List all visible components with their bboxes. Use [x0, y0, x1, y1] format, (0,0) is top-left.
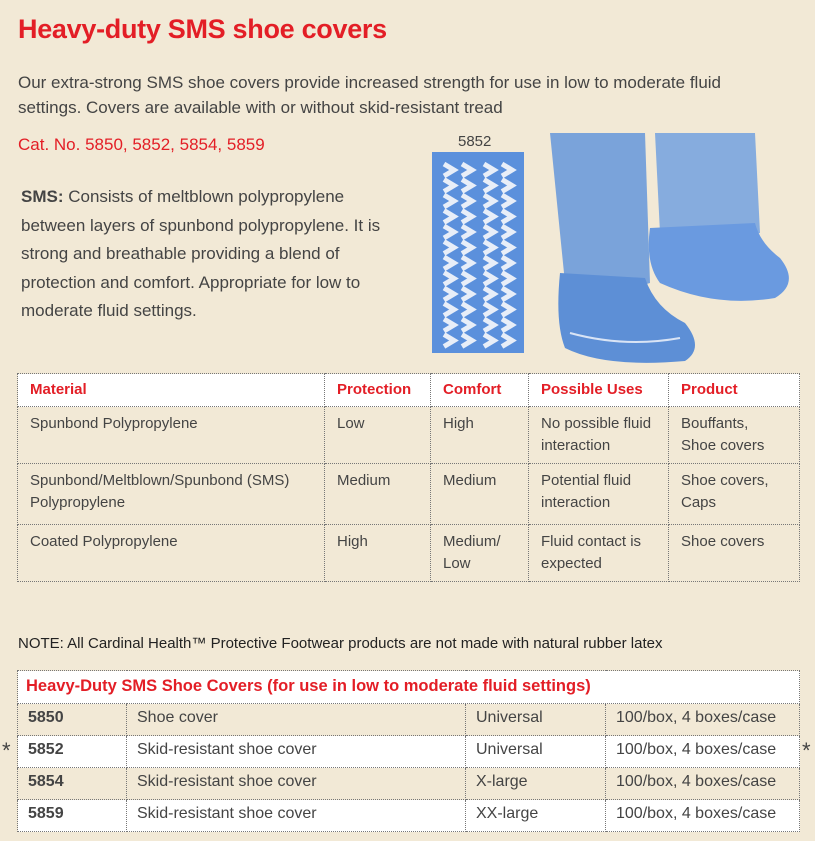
- tread-chevron: [442, 208, 517, 225]
- description: Shoe cover: [126, 703, 466, 736]
- featured-marker-right: *: [802, 738, 811, 763]
- tread-chevron: [442, 254, 517, 272]
- table-row: Spunbond/Meltblown/Spunbond (SMS) Polypr…: [17, 463, 800, 525]
- cell: Fluid contact is expected: [528, 524, 669, 582]
- page-title: Heavy-duty SMS shoe covers: [18, 14, 387, 44]
- cell: Coated Polypropylene: [17, 524, 325, 582]
- cell: Medium: [430, 463, 529, 525]
- header-possible-uses: Possible Uses: [528, 373, 669, 407]
- packaging: 100/box, 4 boxes/case: [605, 767, 800, 800]
- description: Skid-resistant shoe cover: [126, 799, 466, 832]
- intro-text: Our extra-strong SMS shoe covers provide…: [18, 73, 722, 117]
- tread-chevron: [442, 239, 517, 256]
- cell: Low: [324, 406, 431, 464]
- featured-marker-left: *: [2, 738, 11, 763]
- size: Universal: [465, 735, 606, 768]
- header-product: Product: [668, 373, 800, 407]
- tread-chevron: [442, 285, 517, 303]
- table-row: Spunbond Polypropylene Low High No possible…: [17, 406, 800, 464]
- product-row: 5850 Shoe cover Universal 100/box, 4 boxes/…: [17, 703, 800, 736]
- cell: Shoe covers: [668, 524, 800, 582]
- product-table-heading-row: Heavy-Duty SMS Shoe Covers (for use in l…: [17, 670, 800, 704]
- cell: Bouffants, Shoe covers: [668, 406, 800, 464]
- tread-chevron: [442, 223, 517, 241]
- table-header-row: Material Protection Comfort Possible Use…: [17, 373, 800, 407]
- product-row: 5852 Skid-resistant shoe cover Universal 10…: [17, 735, 800, 768]
- product-table-heading: Heavy-Duty SMS Shoe Covers (for use in l…: [17, 670, 800, 704]
- tread-swatch-image: (function(){const g=document.getElementB…: [432, 152, 524, 353]
- material-comparison-table: Material Protection Comfort Possible Use…: [17, 373, 800, 582]
- cell: Shoe covers, Caps: [668, 463, 800, 525]
- catalog-number: 5859: [17, 799, 127, 832]
- table-row: Coated Polypropylene High Medium/ Low Fluid…: [17, 524, 800, 582]
- swatch-label: 5852: [458, 133, 492, 150]
- cell: Medium: [324, 463, 431, 525]
- tread-chevron: [442, 192, 517, 210]
- tread-chevron: [442, 177, 517, 194]
- size: X-large: [465, 767, 606, 800]
- header-comfort: Comfort: [430, 373, 529, 407]
- cell: High: [430, 406, 529, 464]
- latex-note: NOTE: All Cardinal Health™ Protective Fo…: [18, 635, 663, 652]
- cell: Potential fluid interaction: [528, 463, 669, 525]
- sms-description: SMS: Consists of meltblown polypropylene…: [21, 183, 391, 326]
- product-row: 5854 Skid-resistant shoe cover X-large 100/…: [17, 767, 800, 800]
- description: Skid-resistant shoe cover: [126, 735, 466, 768]
- tread-chevron: [442, 316, 517, 334]
- packaging: 100/box, 4 boxes/case: [605, 703, 800, 736]
- cell: Medium/ Low: [430, 524, 529, 582]
- tread-chevron: [442, 270, 517, 287]
- cell: Spunbond/Meltblown/Spunbond (SMS) Polypr…: [17, 463, 325, 525]
- catalog-number: 5854: [17, 767, 127, 800]
- cell: Spunbond Polypropylene: [17, 406, 325, 464]
- description: Skid-resistant shoe cover: [126, 767, 466, 800]
- product-table: Heavy-Duty SMS Shoe Covers (for use in l…: [17, 670, 800, 832]
- header-material: Material: [17, 373, 325, 407]
- sms-label: SMS:: [21, 187, 64, 206]
- product-row: 5859 Skid-resistant shoe cover XX-large 100…: [17, 799, 800, 832]
- catalog-number: 5850: [17, 703, 127, 736]
- cell: No possible fluid interaction: [528, 406, 669, 464]
- shoe-cover-photo: [550, 133, 789, 363]
- cell: High: [324, 524, 431, 582]
- tread-chevron: [442, 301, 517, 318]
- size: XX-large: [465, 799, 606, 832]
- packaging: 100/box, 4 boxes/case: [605, 735, 800, 768]
- packaging: 100/box, 4 boxes/case: [605, 799, 800, 832]
- header-protection: Protection: [324, 373, 431, 407]
- size: Universal: [465, 703, 606, 736]
- catalog-numbers: Cat. No. 5850, 5852, 5854, 5859: [18, 135, 265, 154]
- tread-chevron: [442, 332, 517, 349]
- tread-chevron: [442, 161, 517, 179]
- catalog-number: 5852: [17, 735, 127, 768]
- sms-text: Consists of meltblown polypropylene betw…: [21, 187, 381, 320]
